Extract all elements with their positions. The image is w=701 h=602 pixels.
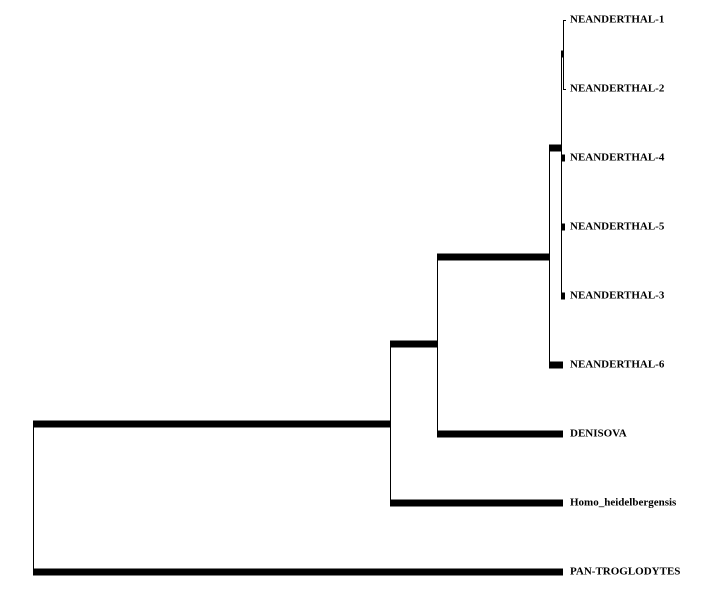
branch — [561, 50, 563, 58]
leaf-label: NEANDERTHAL-5 — [570, 221, 665, 233]
leaf-label: DENISOVA — [570, 428, 627, 440]
leaf-label: NEANDERTHAL-2 — [570, 83, 665, 95]
branch — [437, 253, 549, 261]
leaf-label: NEANDERTHAL-3 — [570, 290, 665, 302]
branch — [561, 154, 565, 162]
branch — [549, 361, 563, 369]
leaf-label: Homo_heidelbergensis — [570, 497, 677, 509]
branch — [390, 340, 437, 348]
leaf-label: NEANDERTHAL-1 — [570, 14, 664, 26]
branch — [561, 292, 565, 300]
branch — [33, 568, 563, 576]
branch — [549, 144, 561, 152]
branch — [561, 223, 565, 231]
branch — [437, 430, 563, 438]
leaf-label: NEANDERTHAL-6 — [570, 359, 665, 371]
leaf-labels: NEANDERTHAL-1 NEANDERTHAL-2 NEANDERTHAL-… — [570, 14, 680, 578]
leaf-label: NEANDERTHAL-4 — [570, 152, 665, 164]
leaf-label: PAN-TROGLODYTES — [570, 566, 680, 578]
branch — [33, 420, 390, 428]
branch — [390, 499, 563, 507]
branches — [33, 20, 566, 576]
